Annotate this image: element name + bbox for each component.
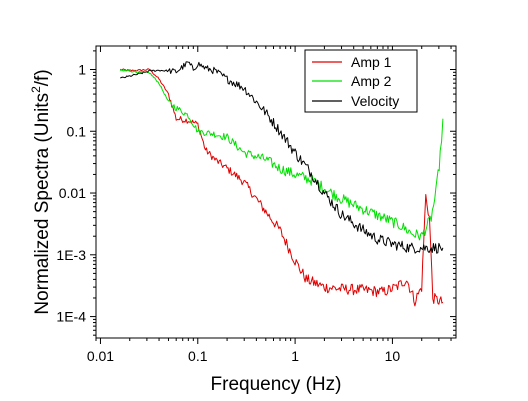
legend: Amp 1 Amp 2 Velocity xyxy=(304,49,418,113)
legend-label-velocity: Velocity xyxy=(351,93,399,109)
plot-frame xyxy=(95,45,457,339)
y-axis-title-main: Normalized Spectra (Units xyxy=(32,93,53,315)
y-tick-label: 1 xyxy=(78,61,86,77)
x-tick-label: 1 xyxy=(291,348,299,364)
y-axis-title-superscript: 2 xyxy=(29,86,43,93)
y-axis-title: Normalized Spectra (Units2/f) xyxy=(29,69,53,314)
x-tick-label: 10 xyxy=(385,348,401,364)
legend-label-amp-1: Amp 1 xyxy=(351,54,392,70)
y-tick-label: 0.01 xyxy=(59,185,86,201)
y-tick-label: 0.1 xyxy=(67,123,87,139)
x-tick-label: 0.1 xyxy=(188,348,208,364)
series-line-velocity xyxy=(120,61,444,254)
y-tick-label: 1E-3 xyxy=(56,247,86,263)
x-axis-title: Frequency (Hz) xyxy=(211,374,342,395)
series-line-amp-2 xyxy=(119,69,444,241)
y-tick-label: 1E-4 xyxy=(56,309,86,325)
y-axis-title-suffix: /f) xyxy=(32,69,53,86)
series-layer xyxy=(119,61,444,307)
x-tick-label: 0.01 xyxy=(87,348,114,364)
legend-label-amp-2: Amp 2 xyxy=(351,73,392,89)
legend-box xyxy=(304,49,418,113)
ticks-layer: 0.01 0.1 1 10 1 0.1 0.01 1E-3 1E-4 xyxy=(56,46,456,364)
